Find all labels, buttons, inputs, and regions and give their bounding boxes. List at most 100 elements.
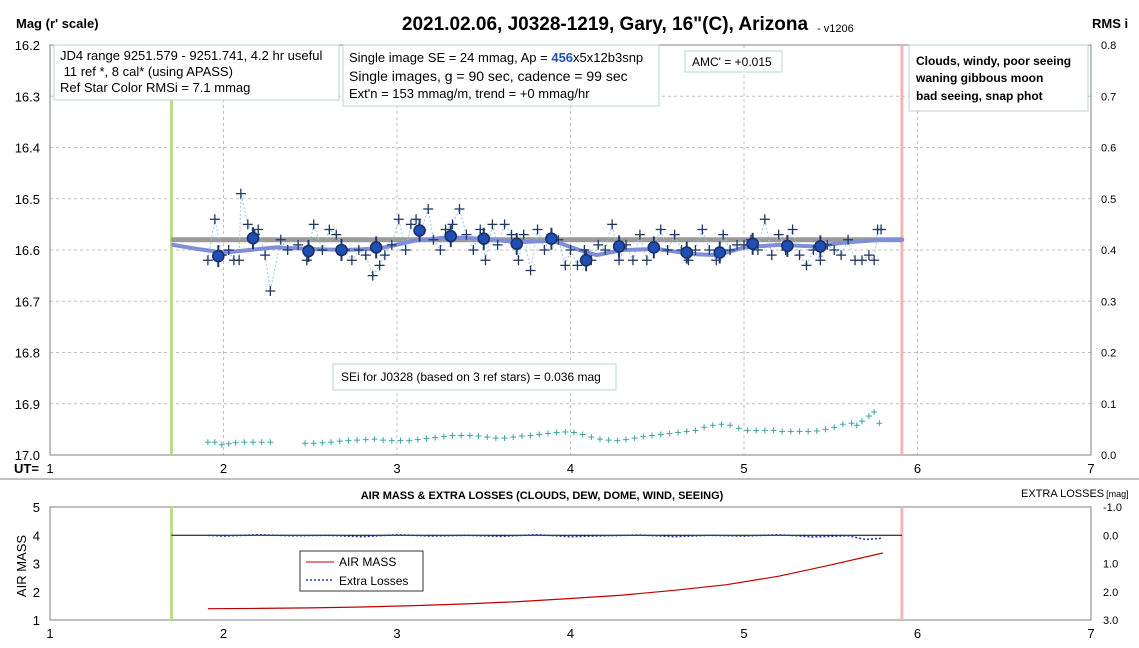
binned-point <box>246 227 260 250</box>
single-image-point <box>704 245 715 255</box>
rms-point <box>805 428 812 435</box>
single-image-point <box>627 255 638 266</box>
rms-point <box>241 439 248 446</box>
single-image-point <box>353 245 364 255</box>
bottom-x-tick-label: 7 <box>1087 626 1094 641</box>
single-image-point <box>759 214 770 225</box>
binned-point <box>335 239 348 261</box>
single-image-point <box>324 224 335 235</box>
rms-point <box>562 428 569 435</box>
rms-point <box>388 437 395 444</box>
bottom-y-tick-label-left: 2 <box>33 585 40 600</box>
legend: AIR MASS Extra Losses <box>299 550 424 592</box>
single-image-point <box>572 260 583 271</box>
top-y-axis-label-left: Mag (r' scale) <box>16 16 99 31</box>
bottom-x-tick-label: 6 <box>914 626 921 641</box>
top-y-tick-label-right: 0.4 <box>1101 245 1116 257</box>
single-image-point <box>374 260 385 271</box>
rms-point <box>414 436 421 443</box>
version-label: - v1206 <box>817 23 854 35</box>
single-image-point <box>499 219 510 230</box>
bottom-x-tick-label: 2 <box>220 626 227 641</box>
top-x-tick-label: 4 <box>567 461 574 476</box>
top-series-group <box>170 188 905 448</box>
rms-point <box>614 437 621 444</box>
single-image-point <box>282 245 293 255</box>
rms-point <box>588 434 595 441</box>
top-y-tick-label-left: 16.6 <box>15 243 40 258</box>
bottom-y-tick-label-right: -1.0 <box>1103 502 1122 514</box>
aperture-value: 456 <box>551 50 573 65</box>
top-y-tick-label-right: 0.0 <box>1101 450 1116 462</box>
rms-point <box>718 421 725 428</box>
rms-point <box>232 439 239 446</box>
bottom-y-tick-label-left: 3 <box>33 557 40 572</box>
legend-label-air-mass: AIR MASS <box>339 555 396 569</box>
binned-point <box>413 219 426 242</box>
single-image-point <box>669 229 680 240</box>
info-single-line-1-post: x5x12b3snp <box>573 50 643 65</box>
single-image-point <box>641 255 652 266</box>
rms-point <box>865 413 872 420</box>
info-box-notes: Clouds, windy, poor seeing waning gibbou… <box>908 44 1089 112</box>
rms-point <box>204 439 211 446</box>
top-y-tick-label-left: 16.2 <box>15 38 40 53</box>
rms-point <box>596 436 603 443</box>
rms-point <box>570 429 577 436</box>
single-image-point <box>766 250 777 261</box>
bottom-chart-title: AIR MASS & EXTRA LOSSES (CLOUDS, DEW, DO… <box>361 490 724 502</box>
rms-point <box>458 432 465 439</box>
rms-point <box>484 434 491 441</box>
single-image-point <box>506 229 517 240</box>
binned-point <box>647 236 661 259</box>
rms-point <box>871 408 878 415</box>
single-image-point <box>801 260 812 271</box>
single-image-point <box>202 255 213 266</box>
air-mass-line <box>207 552 883 610</box>
rms-point <box>744 427 751 434</box>
single-image-point <box>468 245 479 255</box>
single-image-point <box>242 219 253 230</box>
info-single-line-1-pre: Single image SE = 24 mmag, Ap = <box>349 50 551 65</box>
top-y-tick-labels-left: 16.2 16.3 16.4 16.5 16.6 16.7 16.8 16.9 17.0 <box>15 38 40 463</box>
single-image-point <box>447 219 458 230</box>
rms-point <box>623 436 630 443</box>
single-image-point <box>492 239 503 250</box>
rms-point <box>225 440 232 447</box>
rms-point <box>822 426 829 433</box>
info-single-line-3: Ext'n = 153 mmag/m, trend = +0 mmag/hr <box>349 86 590 101</box>
single-image-point <box>379 250 390 261</box>
single-image-point <box>331 229 342 240</box>
info-range-line-3: Ref Star Color RMSi = 7.1 mmag <box>60 80 250 95</box>
top-y-tick-label-left: 16.8 <box>15 346 40 361</box>
single-image-point <box>579 245 590 255</box>
bottom-y-tick-label-right: 2.0 <box>1103 587 1118 599</box>
bottom-y-axis-label-right: EXTRA LOSSES [mag] <box>1021 488 1129 500</box>
top-y-tick-label-right: 0.7 <box>1101 91 1116 103</box>
single-image-point <box>405 219 416 230</box>
notes-line-2: waning gibbous moon <box>915 71 1043 85</box>
single-image-point <box>411 214 422 225</box>
rms-point <box>544 430 551 437</box>
top-y-tick-label-left: 16.5 <box>15 192 40 207</box>
single-image-point <box>435 245 446 255</box>
rms-point <box>761 427 768 434</box>
bottom-y-tick-label-left: 5 <box>33 500 40 515</box>
legend-box <box>299 550 424 592</box>
rms-point <box>553 429 560 436</box>
single-image-point <box>308 219 319 230</box>
rms-point <box>779 428 786 435</box>
top-x-tick-label: 2 <box>220 461 227 476</box>
single-image-point <box>634 229 645 240</box>
rms-point <box>631 435 638 442</box>
bottom-plot-frame <box>49 506 1092 621</box>
rms-point <box>336 438 343 445</box>
rms-point <box>267 439 274 446</box>
bottom-y-tick-labels-right: -1.0 0.0 1.0 2.0 3.0 <box>1103 502 1122 627</box>
single-image-point <box>787 224 798 235</box>
binned-point <box>369 236 383 259</box>
top-y-tick-label-right: 0.3 <box>1101 296 1116 308</box>
top-y-tick-label-right: 0.6 <box>1101 143 1116 155</box>
single-image-point <box>593 239 604 250</box>
binned-point <box>444 225 458 248</box>
